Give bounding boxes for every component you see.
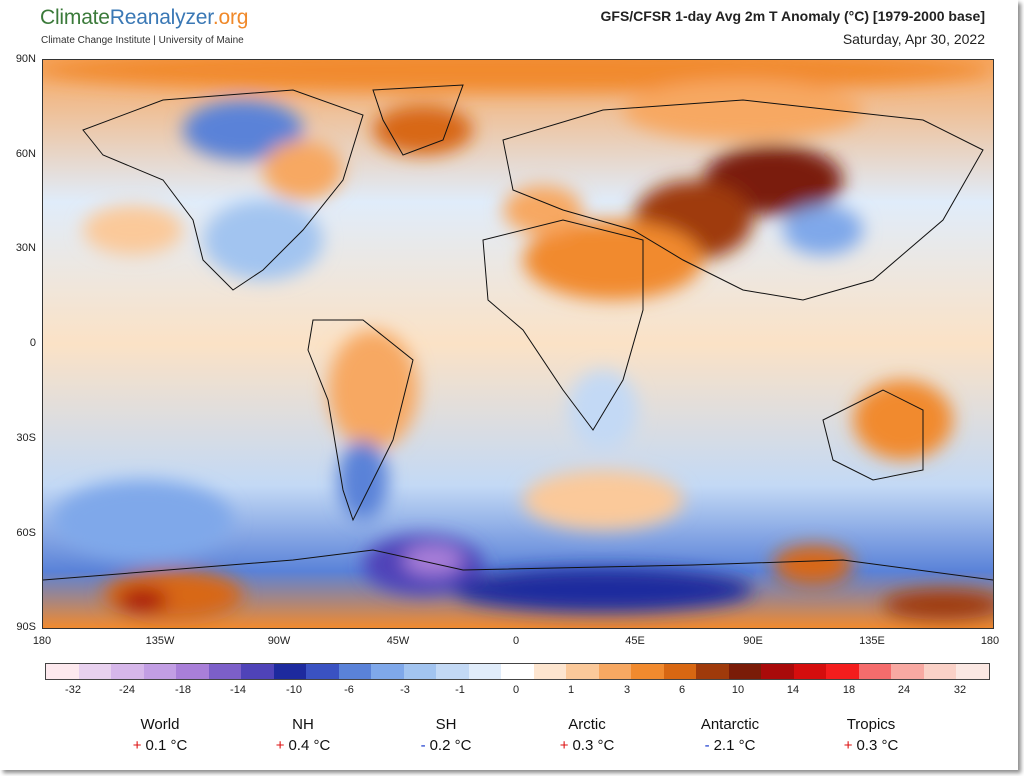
scale-swatch	[306, 664, 339, 679]
scale-swatch	[696, 664, 729, 679]
scale-tick: -24	[119, 684, 135, 696]
map-title: GFS/CFSR 1-day Avg 2m T Anomaly (°C) [19…	[600, 8, 986, 24]
institution-subtitle: Climate Change Institute | University of…	[41, 35, 244, 46]
stat-sign: -	[704, 737, 710, 754]
stat-value: 0.3 °C	[572, 737, 615, 754]
scale-tick: -3	[400, 684, 410, 696]
scale-swatch	[78, 664, 112, 679]
stat-sign: +	[275, 737, 285, 754]
stat-value: 0.3 °C	[856, 737, 899, 754]
scale-tick: -14	[230, 684, 246, 696]
scale-swatch	[923, 664, 957, 679]
lat-label-90n: 90N	[15, 53, 36, 65]
scale-swatch	[728, 664, 762, 679]
lat-label-90s: 90S	[16, 621, 36, 633]
stat-name: World	[140, 716, 180, 733]
site-logo[interactable]: ClimateReanalyzer.org	[40, 6, 248, 30]
scale-tick: 32	[953, 684, 967, 696]
stat-name: Arctic	[568, 716, 606, 733]
scale-swatch	[111, 664, 144, 679]
lat-label-60s: 60S	[16, 527, 36, 539]
scale-swatch	[826, 664, 859, 679]
scale-swatch	[631, 664, 664, 679]
lon-label-90e: 90E	[743, 635, 763, 647]
logo-text-reanalyzer: Reanalyzer	[109, 6, 213, 29]
scale-swatch	[338, 664, 372, 679]
coastlines	[43, 84, 993, 581]
stat-sh: SH -0.2 °C	[391, 716, 501, 754]
stat-sign: +	[132, 737, 142, 754]
scale-tick: 10	[731, 684, 745, 696]
scale-swatch	[793, 664, 827, 679]
stat-arctic: Arctic +0.3 °C	[532, 716, 642, 754]
scale-swatch	[663, 664, 697, 679]
scale-swatch	[468, 664, 502, 679]
lon-label-45e: 45E	[625, 635, 645, 647]
scale-swatch	[208, 664, 242, 679]
stat-value: 0.2 °C	[429, 737, 472, 754]
scale-swatch	[956, 664, 989, 679]
stat-name: SH	[435, 716, 457, 733]
stat-nh: NH +0.4 °C	[248, 716, 358, 754]
scale-swatch	[533, 664, 567, 679]
scale-tick: 3	[623, 684, 631, 696]
stat-name: Tropics	[846, 716, 896, 733]
scale-swatch	[371, 664, 404, 679]
lat-label-30n: 30N	[15, 242, 36, 254]
scale-tick: -32	[65, 684, 81, 696]
scale-swatch	[241, 664, 274, 679]
logo-text-climate: Climate	[40, 6, 110, 29]
scale-swatch	[143, 664, 177, 679]
lon-label-0: 0	[512, 635, 520, 647]
lat-label-equator: 0	[29, 337, 36, 349]
stat-antarctic: Antarctic -2.1 °C	[675, 716, 785, 754]
stat-name: Antarctic	[700, 716, 760, 733]
lon-label-135w: 135W	[145, 635, 175, 647]
scale-swatch	[858, 664, 892, 679]
scale-swatch	[566, 664, 599, 679]
lon-label-90w: 90W	[267, 635, 291, 647]
stat-world: World +0.1 °C	[105, 716, 215, 754]
scale-tick: 18	[842, 684, 856, 696]
scale-tick: 6	[678, 684, 686, 696]
lon-label-180e: 180	[980, 635, 1000, 647]
scale-swatch	[436, 664, 469, 679]
scale-swatch	[273, 664, 307, 679]
stat-value: 0.1 °C	[145, 737, 188, 754]
scale-tick: 14	[786, 684, 800, 696]
lat-label-60n: 60N	[15, 148, 36, 160]
scale-swatch	[403, 664, 437, 679]
scale-swatch	[501, 664, 534, 679]
lon-label-135e: 135E	[859, 635, 885, 647]
scale-swatch	[761, 664, 794, 679]
stat-value: 2.1 °C	[713, 737, 756, 754]
anomaly-map-svg	[43, 60, 993, 628]
scale-tick: 0	[512, 684, 520, 696]
stat-value: 0.4 °C	[288, 737, 331, 754]
lat-label-30s: 30S	[16, 432, 36, 444]
scale-tick: 24	[897, 684, 911, 696]
scale-swatch	[891, 664, 924, 679]
scale-tick: -18	[175, 684, 191, 696]
scale-swatch	[46, 664, 79, 679]
scale-tick: -10	[286, 684, 302, 696]
stat-sign: -	[420, 737, 426, 754]
anomaly-map	[42, 59, 994, 629]
lon-label-45w: 45W	[386, 635, 410, 647]
scale-tick: -6	[344, 684, 354, 696]
scale-tick: 1	[567, 684, 575, 696]
stat-sign: +	[843, 737, 853, 754]
stat-name: NH	[292, 716, 314, 733]
map-date: Saturday, Apr 30, 2022	[842, 31, 985, 47]
color-scale-bar	[45, 663, 990, 680]
logo-text-org: .org	[212, 6, 249, 29]
scale-swatch	[598, 664, 632, 679]
stat-sign: +	[559, 737, 569, 754]
scale-tick: -1	[455, 684, 465, 696]
stat-tropics: Tropics +0.3 °C	[816, 716, 926, 754]
scale-swatch	[176, 664, 209, 679]
anomaly-blobs	[43, 60, 993, 620]
lon-label-180w: 180	[32, 635, 52, 647]
